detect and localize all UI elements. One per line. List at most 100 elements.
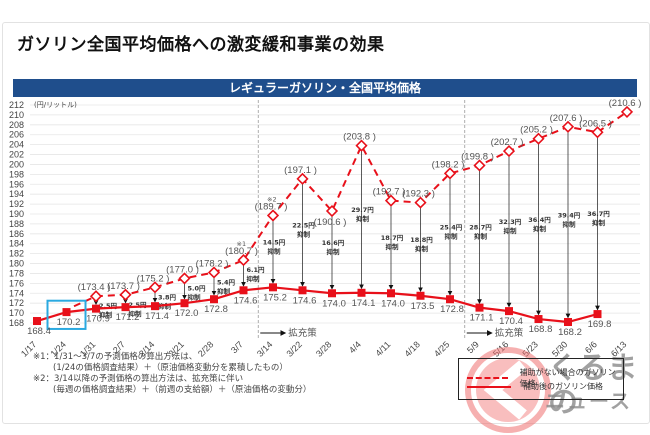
suppression-amount: 2.5円: [99, 302, 118, 310]
note-2: ※2：3/14以降の予測価格の算出方法は、拡充策に伴い: [33, 374, 244, 384]
suppression-label: 抑制: [563, 219, 577, 228]
suppression-label: 抑制: [268, 246, 282, 255]
y-tick-label: 208: [9, 120, 24, 130]
data-point-subsidized: [151, 302, 159, 311]
data-point-subsidized: [357, 288, 366, 297]
data-label-no-subsidy: (202.7 ): [491, 137, 524, 148]
y-tick-label: 206: [9, 130, 24, 140]
phase-dividers: 拡充策 拡充策: [257, 100, 524, 340]
data-point-subsidized: [239, 286, 248, 295]
suppression-label: 抑制: [129, 309, 143, 318]
data-point-subsidized: [564, 318, 572, 327]
data-point-no-subsidy: [414, 196, 427, 209]
suppression-amount: 18.8円: [410, 236, 433, 244]
data-point-no-subsidy: [355, 139, 368, 152]
data-label-subsidized: 174.6: [234, 295, 258, 306]
y-tick-label: 188: [9, 219, 24, 229]
data-label-no-subsidy: (192.3 ): [402, 189, 435, 200]
y-tick-label: 210: [9, 110, 24, 120]
chart-title: レギュラーガソリン・全国平均価格: [13, 79, 637, 97]
data-point-no-subsidy: [591, 126, 604, 139]
suppression-label: 抑制: [415, 244, 429, 253]
data-label-subsidized: 174.0: [381, 298, 405, 309]
x-tick-label: 4/18: [402, 339, 421, 358]
data-label-no-subsidy: (198.2 ): [432, 159, 465, 170]
data-point-subsidized: [534, 315, 543, 324]
data-label-subsidized: 171.4: [145, 311, 169, 322]
data-label-subsidized: 170.2: [57, 317, 81, 328]
data-point-no-subsidy: [89, 290, 103, 303]
data-point-subsidized: [121, 303, 130, 312]
note-1-detail: (1/24の価格調査結果）＋（原油価格変動分を累積したもの）: [53, 363, 288, 373]
data-point-no-subsidy: [384, 194, 398, 207]
suppression-label: 抑制: [504, 226, 518, 235]
data-point-no-subsidy: [325, 204, 339, 218]
series-line-no-subsidy: [73, 111, 628, 308]
suppression-label: 抑制: [386, 242, 400, 251]
suppression-amount: 22.5円: [292, 222, 315, 230]
suppression-amount: 5.0円: [188, 284, 207, 292]
suppression-label: 抑制: [445, 231, 459, 240]
data-label-subsidized: 174.6: [293, 295, 317, 306]
y-tick-label: 194: [9, 189, 24, 199]
data-point-no-subsidy: [561, 120, 575, 133]
data-label-no-subsidy: (199.8 ): [461, 151, 494, 162]
dashed-line-swatch: [467, 377, 508, 379]
data-label-subsidized: 170.4: [499, 316, 523, 327]
y-tick-label: 174: [9, 288, 24, 298]
data-point-subsidized: [298, 286, 307, 295]
suppression-label: 抑制: [592, 218, 606, 227]
suppression-amount: 16.6円: [322, 239, 345, 247]
y-tick-label: 192: [9, 199, 24, 209]
note-1: ※1：1/31～3/7の予測価格の算出方法は、: [33, 352, 198, 362]
data-point-no-subsidy: [620, 105, 634, 119]
data-label-no-subsidy: (173.7 ): [107, 281, 140, 292]
suppression-amount: 18.7円: [381, 234, 404, 242]
data-point-subsidized: [505, 307, 513, 316]
suppression-amount: 39.4円: [558, 211, 581, 219]
y-tick-label: 172: [9, 298, 24, 308]
data-point-subsidized: [269, 283, 277, 292]
y-tick-label: 196: [9, 179, 24, 189]
footnotes: ※1：1/31～3/7の予測価格の算出方法は、 (1/24の価格調査結果）＋（原…: [33, 352, 311, 396]
suppression-amount: 5.4円: [217, 278, 236, 286]
x-tick-label: 4/25: [432, 339, 451, 358]
highlight-box: [46, 299, 87, 330]
suppression-label: 抑制: [327, 247, 341, 256]
data-label-subsidized: 168.8: [529, 324, 553, 335]
data-label-subsidized: 174.0: [322, 298, 346, 309]
legend-item-subsidized: 補助後のガソリン価格: [467, 381, 603, 392]
suppression-amount: 25.4円: [440, 223, 463, 231]
data-point-subsidized: [33, 317, 41, 326]
x-tick-label: 4/11: [373, 339, 392, 358]
data-point-no-subsidy: [237, 253, 250, 267]
data-label-no-subsidy: (190.6 ): [314, 217, 347, 228]
legend-label: 補助がない場合のガソリン価格: [519, 368, 616, 388]
data-point-subsidized: [180, 299, 189, 308]
data-label-no-subsidy: (175.2 ): [137, 273, 170, 284]
y-tick-label: 170: [9, 308, 24, 318]
y-tick-label: 178: [9, 268, 24, 278]
note2-marker: ※2: [267, 195, 277, 203]
x-tick-label: 4/4: [347, 339, 363, 355]
suppression-label: 抑制: [356, 214, 370, 223]
watermark-text: くるまの: [548, 351, 638, 420]
expansion-label: 拡充策: [495, 327, 524, 339]
data-point-subsidized: [387, 289, 395, 298]
data-point-subsidized: [62, 308, 71, 317]
data-label-subsidized: 172.0: [175, 308, 199, 319]
data-label-subsidized: 170.9: [86, 314, 110, 325]
suppression-amount: 14.5円: [263, 238, 286, 246]
data-label-no-subsidy: (189.7 ): [255, 201, 288, 212]
legend-item-no-subsidy: 補助がない場合のガソリン価格: [467, 367, 623, 389]
data-label-no-subsidy: (205.2 ): [520, 125, 553, 136]
data-point-no-subsidy: [296, 172, 309, 185]
solid-line-swatch: [467, 385, 511, 388]
suppression-amount: 6.1円: [247, 266, 266, 274]
legend-label: 補助後のガソリン価格: [523, 382, 603, 391]
data-point-no-subsidy: [473, 159, 486, 172]
y-tick-label: 168: [9, 318, 24, 328]
data-label-no-subsidy: (203.8 ): [343, 132, 376, 143]
data-label-subsidized: 168.4: [27, 326, 51, 337]
suppression-arrows: 2.5円抑制2.5円抑制3.8円抑制5.0円抑制5.4円抑制6.1円抑制14.5…: [93, 130, 610, 319]
